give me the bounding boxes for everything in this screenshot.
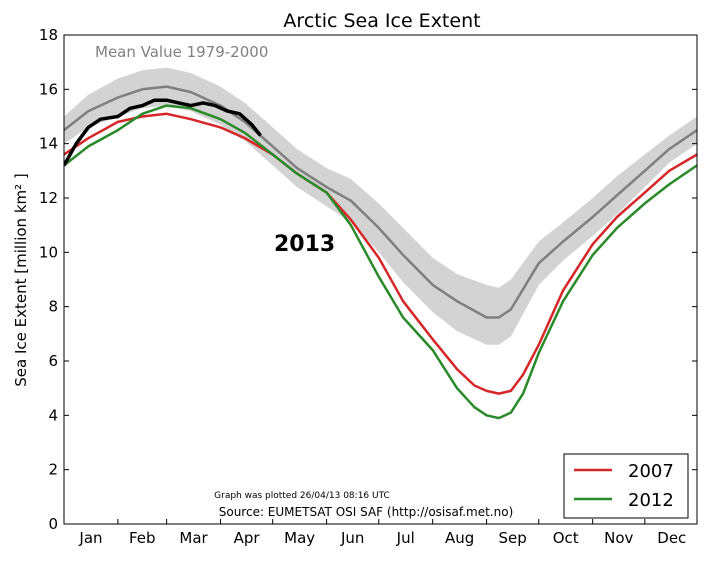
series-line-2012 (64, 104, 697, 420)
mean-value-line (64, 85, 697, 319)
y-axis-label: Sea Ice Extent [million km² ] (12, 173, 30, 387)
x-tick-label-apr: Apr (234, 529, 261, 547)
mean-value-label: Mean Value 1979-2000 (95, 43, 268, 61)
x-tick-label-oct: Oct (553, 529, 579, 547)
legend-label-2012: 2012 (628, 490, 674, 511)
plotted-timestamp-note: Graph was plotted 26/04/13 08:16 UTC (214, 491, 390, 501)
x-tick-label-jan: Jan (78, 529, 102, 547)
y-tick-label: 2 (48, 461, 58, 479)
x-tick-label-feb: Feb (129, 529, 156, 547)
y-tick-label: 14 (39, 135, 58, 153)
series-lines-layer (64, 85, 697, 420)
x-tick-label-nov: Nov (604, 529, 633, 547)
x-tick-label-jul: Jul (396, 529, 415, 547)
series-line-2013 (64, 98, 262, 167)
x-tick-label-aug: Aug (445, 529, 474, 547)
x-tick-label-jun: Jun (340, 529, 364, 547)
chart-title: Arctic Sea Ice Extent (283, 10, 480, 32)
y-tick-label: 6 (48, 352, 58, 370)
current-year-label: 2013 (274, 232, 335, 257)
y-tick-label: 10 (39, 243, 58, 261)
mean-variability-band-layer (64, 67, 697, 345)
legend-label-2007: 2007 (628, 461, 674, 482)
legend: 2007 2012 (563, 453, 689, 519)
y-tick-label: 16 (39, 80, 58, 98)
series-line-2007 (64, 112, 697, 395)
y-tick-label: 0 (48, 515, 58, 533)
axis-ticks-layer: 0 2 4 6 8 10 12 14 16 18 Jan Feb Mar Apr May Jun Jul Aug S… (39, 26, 698, 547)
axes-frame (63, 34, 698, 525)
x-tick-label-mar: Mar (179, 529, 208, 547)
source-note: Source: EUMETSAT OSI SAF (http://osisaf.… (219, 505, 514, 519)
y-tick-label: 18 (39, 26, 58, 44)
y-tick-label: 4 (48, 406, 58, 424)
x-tick-label-dec: Dec (657, 529, 686, 547)
legend-box (563, 453, 689, 519)
y-tick-label: 12 (39, 189, 58, 207)
mean-variability-band (64, 67, 697, 345)
y-tick-label: 8 (48, 298, 58, 316)
x-tick-label-sep: Sep (499, 529, 527, 547)
x-tick-label-may: May (284, 529, 315, 547)
